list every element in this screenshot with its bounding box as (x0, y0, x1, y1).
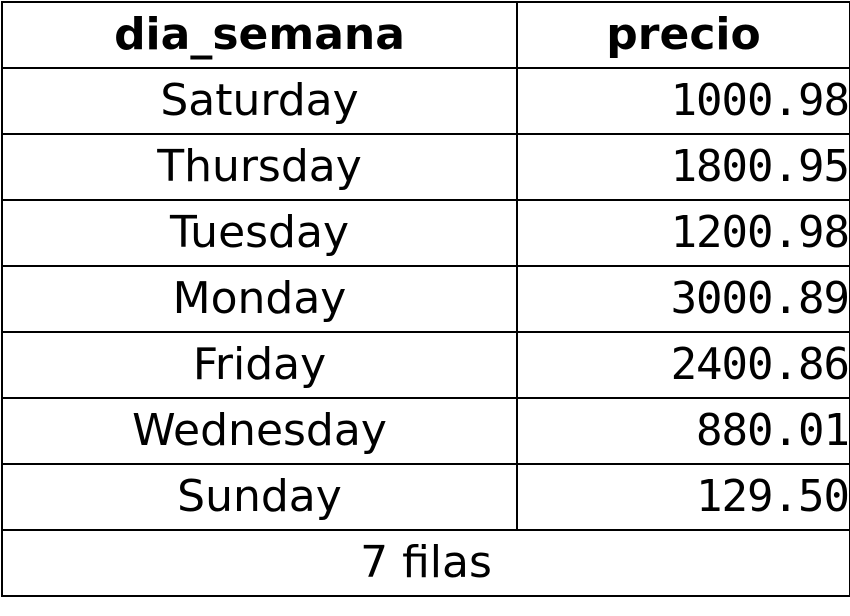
table-row: Thursday 1800.95 (1, 133, 850, 201)
table-row: Sunday 129.50 (1, 463, 850, 531)
header-row: dia_semana precio (1, 1, 850, 69)
cell-dia-semana: Tuesday (1, 199, 518, 267)
row-count-label: 7 filas (1, 529, 850, 597)
table-row: Monday 3000.89 (1, 265, 850, 333)
cell-dia-semana: Thursday (1, 133, 518, 201)
cell-dia-semana: Sunday (1, 463, 518, 531)
cell-precio: 129.50 (516, 463, 850, 531)
cell-precio: 3000.89 (516, 265, 850, 333)
table-header: dia_semana precio (1, 1, 850, 69)
table-footer: 7 filas (1, 529, 850, 597)
footer-row: 7 filas (1, 529, 850, 597)
result-table: dia_semana precio Saturday 1000.98 Thurs… (1, 1, 850, 597)
column-header-dia-semana: dia_semana (1, 1, 518, 69)
table-body: Saturday 1000.98 Thursday 1800.95 Tuesda… (1, 67, 850, 531)
cell-precio: 880.01 (516, 397, 850, 465)
table-row: Wednesday 880.01 (1, 397, 850, 465)
cell-dia-semana: Friday (1, 331, 518, 399)
table-row: Friday 2400.86 (1, 331, 850, 399)
cell-precio: 1200.98 (516, 199, 850, 267)
cell-dia-semana: Monday (1, 265, 518, 333)
table-row: Tuesday 1200.98 (1, 199, 850, 267)
cell-precio: 1800.95 (516, 133, 850, 201)
column-header-precio: precio (516, 1, 850, 69)
table-row: Saturday 1000.98 (1, 67, 850, 135)
cell-dia-semana: Wednesday (1, 397, 518, 465)
cell-precio: 1000.98 (516, 67, 850, 135)
cell-precio: 2400.86 (516, 331, 850, 399)
cell-dia-semana: Saturday (1, 67, 518, 135)
